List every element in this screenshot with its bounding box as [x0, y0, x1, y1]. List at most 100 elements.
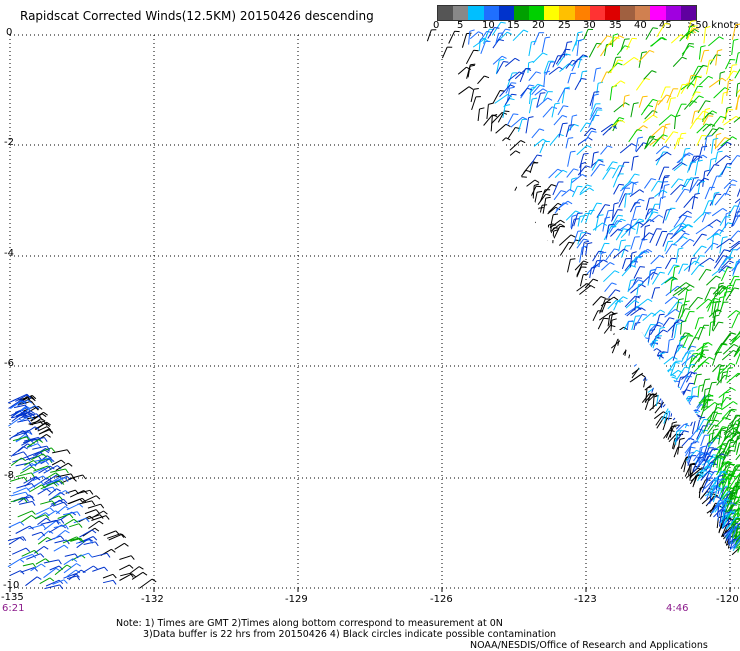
wind-barb-flag: [52, 448, 55, 452]
wind-barb: [688, 162, 692, 172]
wind-barb-flag: [521, 141, 526, 143]
wind-barb-flag: [591, 128, 596, 130]
wind-barb-flag: [675, 266, 680, 267]
wind-barb-flag: [713, 138, 718, 139]
wind-barb-flag: [672, 377, 677, 379]
wind-barb-flag: [718, 322, 723, 323]
wind-barb-flag: [615, 271, 620, 273]
wind-barb-flag: [67, 450, 70, 454]
wind-barb-flag: [653, 212, 658, 213]
wind-barb-flag: [587, 243, 592, 244]
wind-barb: [643, 313, 652, 321]
wind-barb: [665, 309, 676, 317]
wind-barb: [679, 264, 683, 274]
wind-barb-flag: [546, 194, 551, 195]
wind-barb: [568, 74, 571, 84]
wind-barb-flag: [660, 327, 665, 328]
wind-barb-flag: [59, 496, 62, 500]
wind-barb-flag: [640, 190, 644, 193]
wind-barb-flag: [728, 223, 733, 224]
wind-barb: [693, 246, 702, 257]
wind-barb: [85, 510, 96, 514]
wind-barb: [659, 198, 661, 209]
wind-barb: [139, 579, 152, 588]
wind-barb-flag: [653, 99, 658, 100]
wind-barb: [442, 47, 447, 58]
wind-barb: [681, 322, 682, 334]
wind-barb-flag: [605, 205, 610, 206]
wind-barb: [579, 286, 590, 295]
wind-barb-flag: [709, 60, 714, 61]
wind-barb-flag: [665, 184, 670, 185]
wind-barb-flag: [480, 108, 485, 109]
wind-barb-flag: [636, 206, 641, 207]
wind-barb: [650, 215, 659, 222]
wind-barb-flag: [719, 128, 724, 130]
wind-barb: [591, 203, 597, 215]
wind-barb: [728, 311, 736, 318]
wind-barb-flag: [511, 83, 516, 84]
wind-barb-flag: [581, 232, 586, 233]
wind-barb-flag: [95, 542, 98, 546]
wind-barb-flag: [714, 429, 719, 430]
wind-barb-flag: [562, 115, 567, 117]
wind-barb: [560, 242, 569, 255]
wind-barb-flag: [551, 185, 556, 187]
lon-label: -123: [574, 594, 597, 605]
wind-barb: [478, 76, 485, 84]
wind-barb: [593, 311, 598, 321]
wind-barb-flag: [584, 261, 589, 263]
wind-barb-flag: [560, 226, 565, 227]
wind-barb-flag: [733, 180, 738, 182]
wind-barb-flag: [101, 504, 104, 508]
wind-barb: [732, 40, 734, 55]
wind-barb-flag: [592, 131, 597, 132]
wind-barb: [620, 144, 631, 153]
lon-label: -120: [716, 594, 739, 605]
wind-barb-flag: [660, 272, 665, 273]
wind-barb-flag: [77, 512, 80, 516]
wind-barb-flag: [639, 219, 644, 221]
wind-barb: [715, 343, 722, 354]
wind-barb: [665, 132, 673, 143]
wind-barb-flag: [731, 512, 736, 513]
wind-barb: [726, 369, 728, 380]
wind-barb-flag: [632, 219, 637, 220]
wind-barb-flag: [99, 521, 103, 524]
wind-barb: [14, 405, 25, 408]
wind-barb: [685, 312, 690, 322]
wind-barb-flag: [618, 60, 623, 61]
wind-barb: [663, 210, 667, 223]
wind-barb-flag: [721, 116, 726, 117]
wind-barb-flag: [96, 510, 99, 514]
wind-barb-flag: [90, 490, 93, 494]
wind-barb-flag: [711, 158, 716, 159]
wind-barb: [730, 416, 738, 425]
wind-barb-flag: [543, 53, 548, 55]
note-line: 3)Data buffer is 22 hrs from 20150426 4)…: [143, 629, 556, 640]
wind-barb-flag: [619, 166, 624, 167]
wind-barb-flag: [526, 170, 531, 171]
wind-barb: [717, 239, 730, 248]
wind-barb-flag: [724, 250, 729, 251]
wind-barb: [9, 522, 21, 527]
wind-barb: [613, 81, 621, 88]
swath-gaps: [492, 140, 700, 425]
wind-barb: [681, 239, 690, 247]
wind-barb-flag: [637, 130, 642, 131]
wind-barb-flag: [499, 59, 504, 60]
wind-barb: [556, 201, 568, 210]
wind-barb-flag: [529, 85, 534, 86]
wind-barb-flag: [728, 80, 733, 81]
wind-barb: [55, 565, 67, 575]
wind-barb: [642, 233, 650, 240]
wind-barb-flag: [501, 22, 506, 23]
wind-barb: [675, 117, 676, 129]
wind-barb: [115, 543, 125, 549]
wind-barb: [530, 155, 537, 166]
wind-barb: [631, 285, 642, 294]
wind-barb-flag: [597, 203, 602, 204]
wind-barb: [633, 207, 636, 219]
wind-barb: [622, 246, 626, 258]
wind-barb: [511, 117, 523, 127]
